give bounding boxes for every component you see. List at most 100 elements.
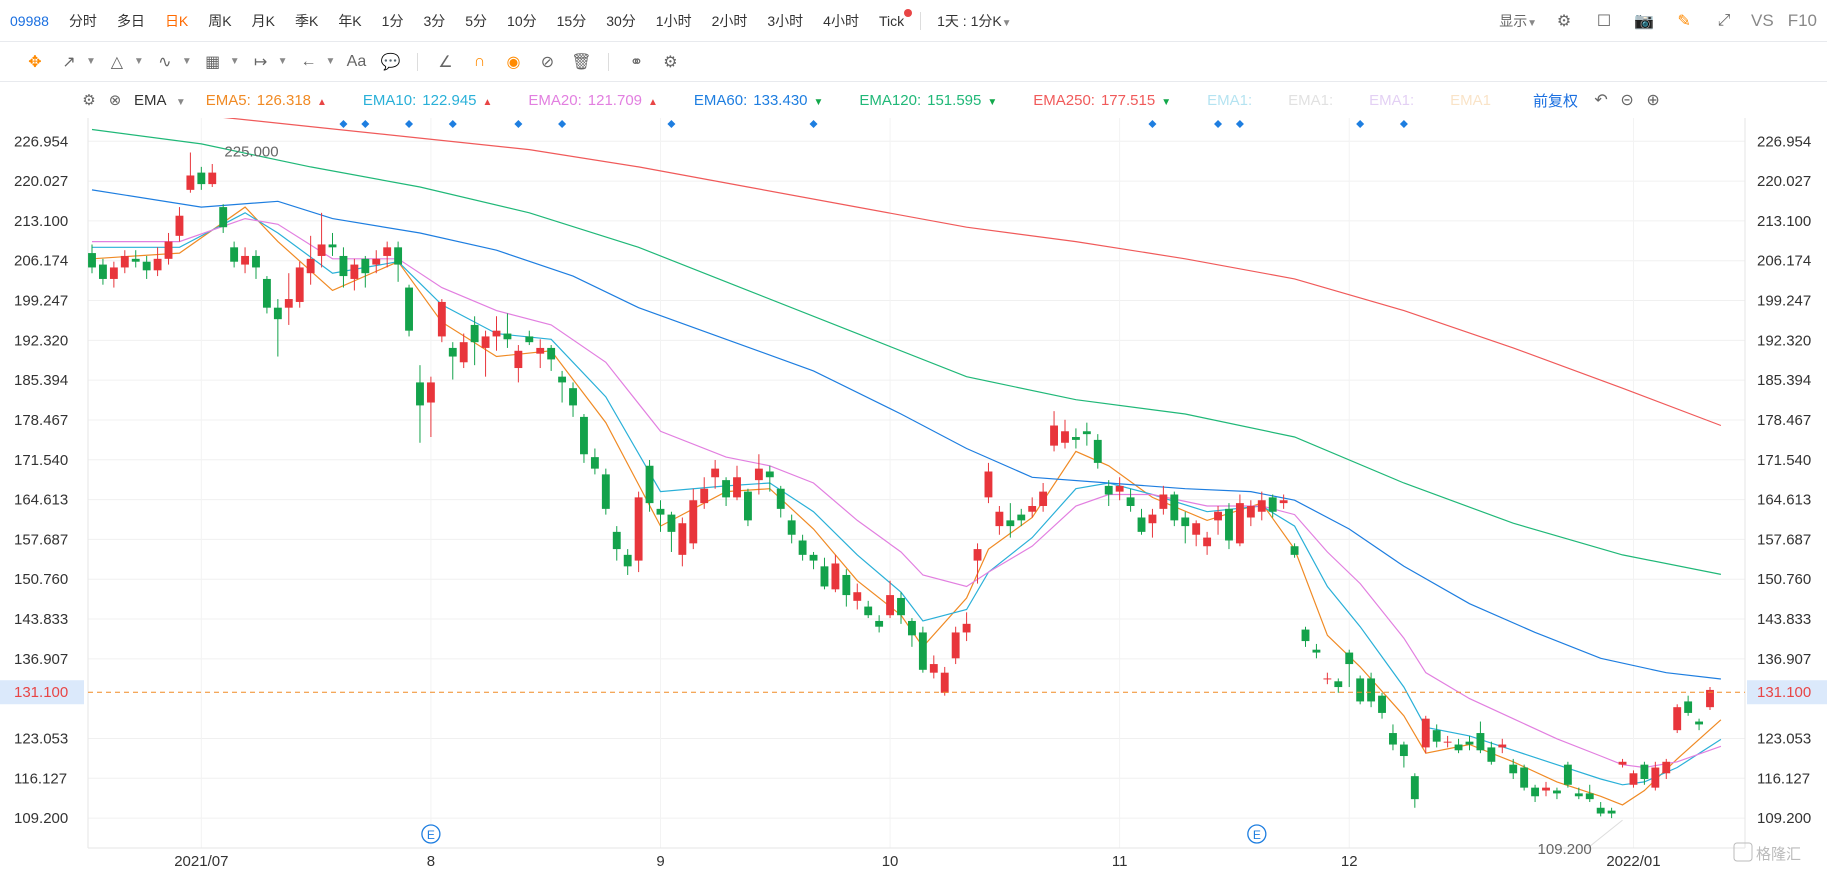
candle-body bbox=[1410, 776, 1419, 800]
ema-faded-item: EMA1: bbox=[1288, 91, 1334, 109]
tf-multiday[interactable]: 多日 bbox=[116, 12, 145, 29]
tf-daily[interactable]: 日K bbox=[164, 12, 189, 29]
candle-body bbox=[995, 511, 1004, 527]
tf-tick[interactable]: Tick bbox=[869, 8, 914, 29]
eye-lock-icon[interactable]: ◉ bbox=[506, 53, 521, 71]
polyline-tool-icon[interactable]: △ bbox=[110, 53, 124, 71]
draw-settings-icon[interactable]: ⚙ bbox=[663, 53, 678, 71]
ema-line-ema250 bbox=[223, 118, 1722, 427]
f10-button[interactable]: F10 bbox=[1787, 11, 1817, 30]
chevron-down-icon[interactable]: ▼ bbox=[229, 56, 240, 67]
chevron-down-icon[interactable]: ▼ bbox=[181, 56, 192, 67]
layout-icon[interactable]: ☐ bbox=[1596, 13, 1612, 30]
candle bbox=[623, 549, 632, 575]
candle bbox=[1389, 724, 1397, 751]
text-tool-icon[interactable]: Aa bbox=[346, 52, 367, 70]
candle bbox=[875, 615, 884, 633]
candle-body bbox=[700, 488, 709, 504]
wave-tool-icon[interactable]: ∿ bbox=[158, 53, 172, 71]
candle-body bbox=[1006, 520, 1015, 527]
compare-button[interactable]: VS bbox=[1751, 11, 1774, 30]
candle-body bbox=[1181, 517, 1190, 527]
candle bbox=[1509, 758, 1518, 780]
indicator-name: EMA bbox=[134, 91, 166, 109]
x-tick-label: 11 bbox=[1112, 853, 1128, 870]
ema-item-value: 126.318 bbox=[256, 91, 312, 109]
chevron-down-icon[interactable]: ▼ bbox=[133, 56, 144, 67]
period-select[interactable]: 1天 : 1分K ▼ bbox=[927, 11, 1021, 31]
move-crosshair-icon[interactable]: ✥ bbox=[28, 53, 42, 71]
line-tool-icon[interactable]: ↗ bbox=[62, 53, 76, 71]
display-menu[interactable]: 显示 ▼ bbox=[1499, 11, 1537, 31]
candle-body bbox=[1148, 514, 1157, 524]
zoom-in-icon[interactable]: ⊕ bbox=[1646, 92, 1660, 109]
candle-body bbox=[1071, 437, 1080, 440]
adjust-mode-button[interactable]: 前复权 bbox=[1533, 92, 1579, 110]
candle bbox=[995, 505, 1004, 535]
fullscreen-icon[interactable]: ⤢ bbox=[1717, 12, 1731, 29]
angle-tool-icon[interactable]: ∠ bbox=[438, 53, 453, 71]
candle-body bbox=[1279, 500, 1288, 504]
symbol-code[interactable]: 09988 bbox=[10, 12, 49, 29]
tf-weekly[interactable]: 周K bbox=[208, 12, 232, 29]
indicator-settings-icon[interactable]: ⚙ bbox=[82, 92, 96, 109]
tf-1hour[interactable]: 1小时 bbox=[655, 12, 692, 29]
tf-2hour[interactable]: 2小时 bbox=[711, 12, 748, 29]
trash-icon[interactable]: 🗑 bbox=[571, 53, 592, 71]
settings-icon[interactable]: ⚙ bbox=[1556, 13, 1572, 30]
candle-body bbox=[558, 376, 567, 383]
ema-item-ema5[interactable]: EMA5: 126.318 ▲ bbox=[206, 92, 327, 109]
chevron-down-icon[interactable]: ▼ bbox=[325, 56, 336, 67]
tf-fenshi[interactable]: 分时 bbox=[68, 12, 97, 29]
ema-item-ema120[interactable]: EMA120: 151.595 ▼ bbox=[859, 92, 997, 109]
chevron-down-icon[interactable]: ▼ bbox=[277, 56, 288, 67]
comment-tool-icon[interactable]: 💬 bbox=[380, 53, 401, 71]
measure-tool-icon[interactable]: ↦ bbox=[253, 53, 268, 71]
undo-icon[interactable]: ↶ bbox=[1594, 92, 1608, 109]
candle-body bbox=[678, 523, 687, 555]
ema-item-ema60[interactable]: EMA60: 133.430 ▼ bbox=[694, 92, 824, 109]
magnet-icon[interactable]: ∩ bbox=[473, 52, 486, 70]
candle bbox=[700, 477, 709, 509]
ema-item-ema250[interactable]: EMA250: 177.515 ▼ bbox=[1033, 92, 1171, 109]
candle bbox=[1399, 741, 1408, 768]
ema-item-ema10[interactable]: EMA10: 122.945 ▲ bbox=[363, 92, 493, 109]
tf-10min[interactable]: 10分 bbox=[507, 12, 537, 29]
candle bbox=[744, 488, 752, 527]
candle bbox=[481, 330, 490, 377]
tf-15min[interactable]: 15分 bbox=[556, 12, 587, 29]
candle bbox=[667, 511, 676, 552]
indicator-close-icon[interactable]: ⊗ bbox=[108, 92, 122, 109]
chevron-down-icon[interactable]: ▼ bbox=[86, 56, 96, 67]
candle-body bbox=[656, 508, 665, 515]
candle-body bbox=[907, 620, 916, 636]
hide-icon[interactable]: ⊘ bbox=[540, 53, 555, 71]
current-price-box-left bbox=[0, 680, 84, 705]
camera-icon[interactable]: 📷 bbox=[1634, 13, 1654, 30]
link-icon[interactable]: ⚭ bbox=[629, 53, 644, 71]
candle-body bbox=[394, 247, 403, 265]
tf-quarterly[interactable]: 季K bbox=[294, 12, 319, 29]
tf-5min[interactable]: 5分 bbox=[465, 12, 488, 29]
tf-4hour[interactable]: 4小时 bbox=[823, 12, 859, 29]
candlestick-chart[interactable]: 226.954 220.027 213.100 206.174 199.247 192.3… bbox=[0, 118, 1827, 871]
candle-body bbox=[88, 253, 96, 268]
tf-monthly[interactable]: 月K bbox=[251, 12, 275, 29]
ema-item-ema20[interactable]: EMA20: 121.709 ▲ bbox=[528, 92, 658, 109]
tf-3min[interactable]: 3分 bbox=[423, 12, 446, 29]
indicator-select[interactable]: EMA ▼ bbox=[134, 92, 186, 109]
arrow-tool-icon[interactable]: ← bbox=[300, 52, 317, 70]
event-marker-icon bbox=[421, 824, 441, 844]
tf-1min[interactable]: 1分 bbox=[381, 12, 404, 29]
fib-tool-icon[interactable]: ▦ bbox=[205, 53, 221, 71]
candle bbox=[284, 273, 293, 325]
pencil-icon[interactable]: ✎ bbox=[1677, 13, 1691, 30]
tf-30min[interactable]: 30分 bbox=[606, 12, 636, 29]
event-marker-label: E bbox=[1253, 828, 1261, 842]
tf-yearly[interactable]: 年K bbox=[338, 12, 362, 29]
candle bbox=[1159, 485, 1168, 515]
candle-body bbox=[470, 324, 479, 343]
tf-3hour[interactable]: 3小时 bbox=[767, 12, 804, 29]
candle bbox=[88, 244, 96, 274]
zoom-out-icon[interactable]: ⊝ bbox=[1620, 92, 1634, 109]
